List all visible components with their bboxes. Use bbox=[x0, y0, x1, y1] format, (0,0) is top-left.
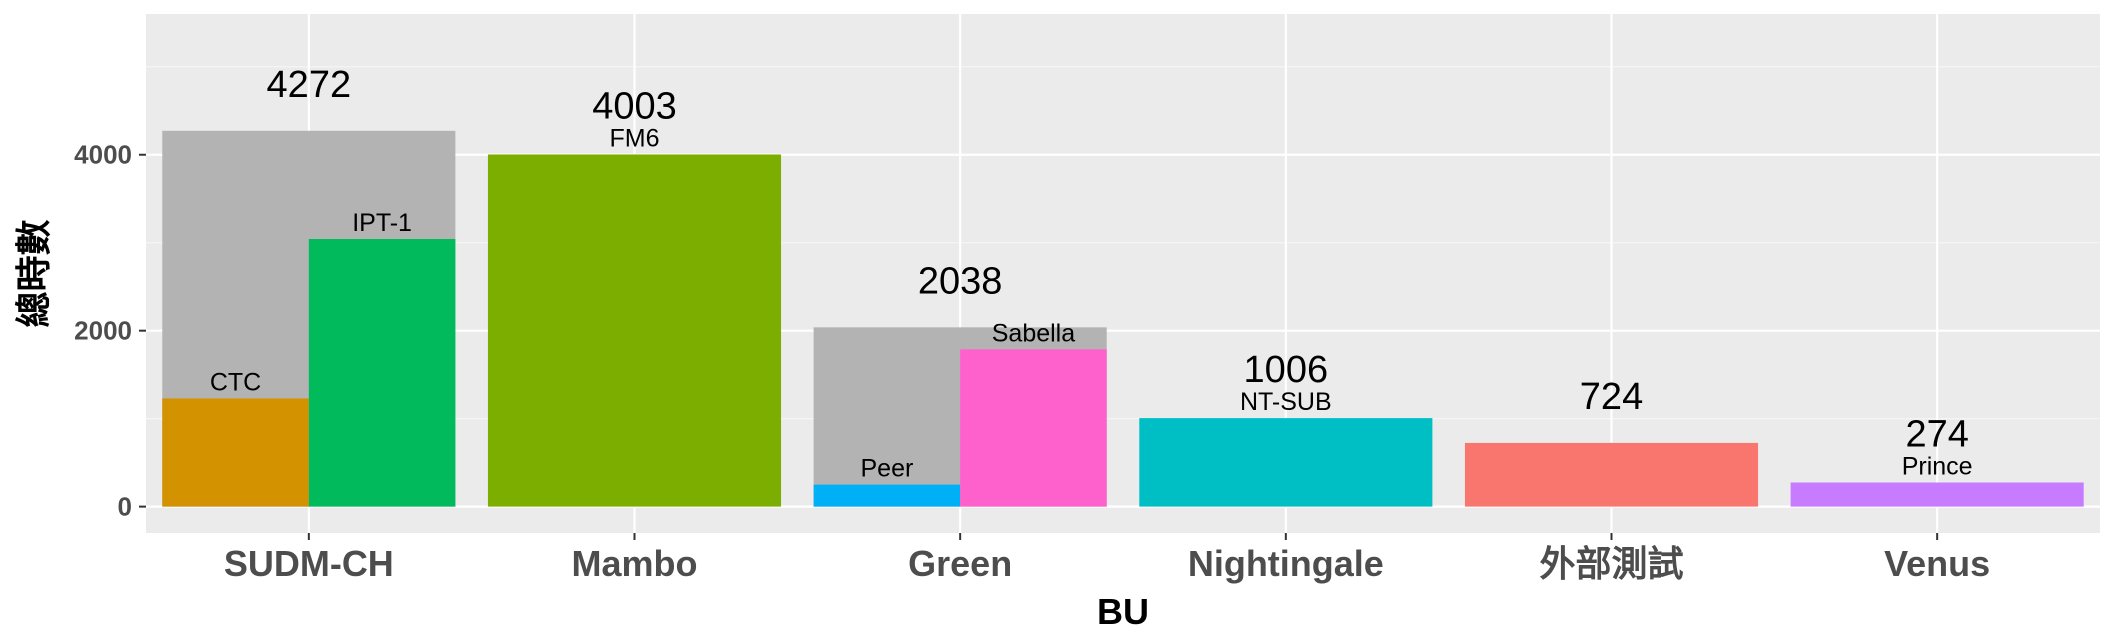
total-label: 2038 bbox=[918, 260, 1003, 302]
bar bbox=[308, 239, 456, 507]
total-label: 724 bbox=[1580, 376, 1643, 418]
bar-label: Prince bbox=[1902, 453, 1973, 481]
y-axis-title: 總時數 bbox=[13, 219, 54, 327]
bar-label: Sabella bbox=[992, 319, 1075, 347]
x-tick-label: Venus bbox=[1884, 543, 1990, 584]
total-label: 274 bbox=[1905, 414, 1968, 456]
x-tick-label: Green bbox=[908, 543, 1012, 584]
bar-label: IPT-1 bbox=[352, 209, 412, 237]
bar bbox=[960, 349, 1107, 507]
bar bbox=[1464, 442, 1759, 507]
total-label: 4272 bbox=[267, 64, 352, 106]
total-label: 4003 bbox=[592, 85, 677, 127]
x-tick-label: Mambo bbox=[572, 543, 698, 584]
y-tick-label: 4000 bbox=[74, 140, 132, 170]
bar-label: NT-SUB bbox=[1240, 388, 1332, 416]
bar bbox=[487, 154, 782, 507]
bar bbox=[162, 398, 309, 507]
bar-label: CTC bbox=[210, 368, 261, 396]
plot-panel bbox=[146, 14, 2100, 533]
total-label: 1006 bbox=[1244, 349, 1329, 391]
bar-label: Peer bbox=[860, 455, 913, 483]
bar bbox=[1139, 418, 1433, 507]
y-tick-label: 0 bbox=[118, 492, 132, 522]
x-tick-label: Nightingale bbox=[1188, 543, 1384, 584]
bar bbox=[813, 484, 961, 507]
x-tick-label: 外部測試 bbox=[1539, 543, 1683, 584]
y-tick-label: 2000 bbox=[74, 316, 132, 346]
x-axis-title: BU bbox=[1097, 591, 1149, 632]
bar-label: FM6 bbox=[610, 124, 660, 152]
x-tick-label: SUDM-CH bbox=[224, 543, 394, 584]
bar bbox=[1790, 482, 2084, 507]
